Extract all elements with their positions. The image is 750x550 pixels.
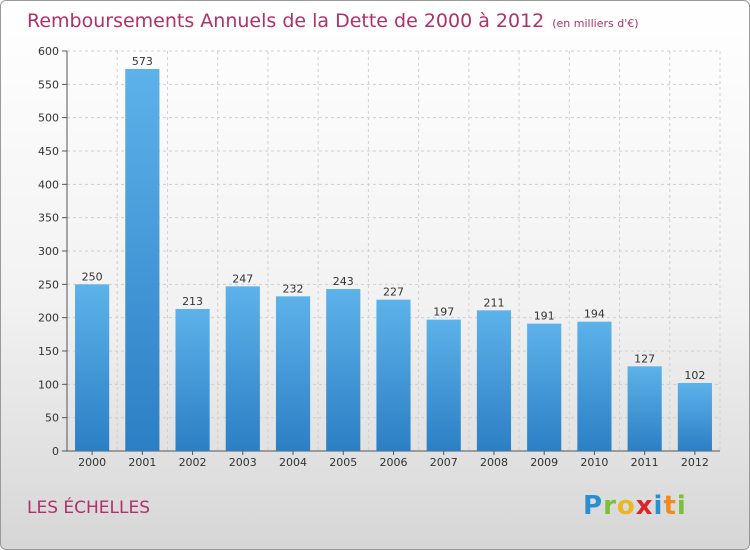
x-tick-label: 2007 (430, 456, 458, 469)
x-tick-label: 2012 (681, 456, 709, 469)
data-label: 232 (283, 282, 304, 295)
x-tick-label: 2002 (179, 456, 207, 469)
y-tick-label: 300 (38, 245, 59, 258)
commune-name: LES ÉCHELLES (27, 498, 151, 518)
y-tick-label: 500 (38, 112, 59, 125)
data-label: 213 (182, 295, 203, 308)
bar (225, 286, 260, 451)
y-tick-label: 50 (45, 412, 59, 425)
bar (577, 321, 612, 451)
x-tick-label: 2001 (128, 456, 156, 469)
logo-letter: r (603, 491, 617, 521)
logo-letter: t (663, 491, 677, 521)
bar (627, 366, 662, 451)
y-tick-label: 250 (38, 278, 59, 291)
data-labels: 250 573 213 247 232 243 227 197 211 191 194 127 102 (82, 55, 706, 382)
y-tick-label: 400 (38, 178, 59, 191)
logo-letter: i (676, 491, 687, 521)
x-tick-label: 2010 (580, 456, 608, 469)
bar (426, 319, 461, 451)
bars (75, 69, 712, 451)
x-tick-label: 2000 (78, 456, 106, 469)
logo-letter: x (635, 491, 654, 521)
data-label: 573 (132, 55, 153, 68)
x-tick-label: 2011 (631, 456, 659, 469)
bar (476, 310, 512, 451)
logo-letter: i (653, 491, 664, 521)
x-tick-label: 2009 (530, 456, 558, 469)
x-tick-label: 2008 (480, 456, 508, 469)
data-label: 194 (584, 308, 605, 321)
y-tick-label: 200 (38, 312, 59, 325)
data-label: 247 (232, 272, 253, 285)
data-label: 127 (634, 352, 655, 365)
chart-title: Remboursements Annuels de la Dette de 20… (27, 10, 639, 32)
y-tick-label: 550 (38, 78, 59, 91)
bar (677, 383, 712, 451)
bar (326, 289, 361, 451)
y-tick-label: 0 (52, 445, 59, 458)
y-tick-label: 100 (38, 378, 59, 391)
data-label: 191 (534, 310, 555, 323)
bar (175, 309, 210, 451)
bar (75, 284, 110, 451)
bar (275, 296, 311, 451)
data-label: 227 (383, 286, 404, 299)
data-label: 197 (433, 306, 454, 319)
title-unit: (en milliers d'€) (552, 17, 639, 30)
bar (527, 323, 562, 451)
x-tick-label: 2003 (229, 456, 257, 469)
logo-letter: o (616, 491, 636, 521)
logo-letter: P (583, 491, 604, 521)
proxiti-logo: Proxiti (583, 491, 687, 521)
x-tick-label: 2006 (380, 456, 408, 469)
data-label: 102 (684, 369, 705, 382)
x-axis: 2000 2001 2002 2003 2004 2005 2006 2007 2008 2009… (78, 451, 709, 469)
data-label: 243 (333, 275, 354, 288)
y-tick-label: 450 (38, 145, 59, 158)
y-tick-label: 600 (38, 45, 59, 58)
x-tick-label: 2004 (279, 456, 307, 469)
y-tick-label: 350 (38, 212, 59, 225)
x-tick-label: 2005 (329, 456, 357, 469)
data-label: 250 (82, 270, 103, 283)
title-text: Remboursements Annuels de la Dette de 20… (27, 10, 545, 32)
data-label: 211 (483, 296, 504, 309)
bar (125, 69, 160, 451)
bar (376, 299, 411, 451)
y-tick-label: 150 (38, 345, 59, 358)
